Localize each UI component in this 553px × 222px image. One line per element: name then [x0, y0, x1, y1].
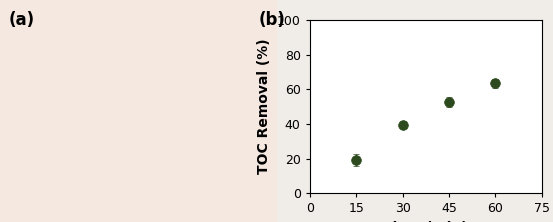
- Y-axis label: TOC Removal (%): TOC Removal (%): [257, 39, 271, 174]
- Text: (b): (b): [259, 11, 285, 29]
- X-axis label: Time (min): Time (min): [383, 221, 468, 222]
- Text: (a): (a): [8, 11, 34, 29]
